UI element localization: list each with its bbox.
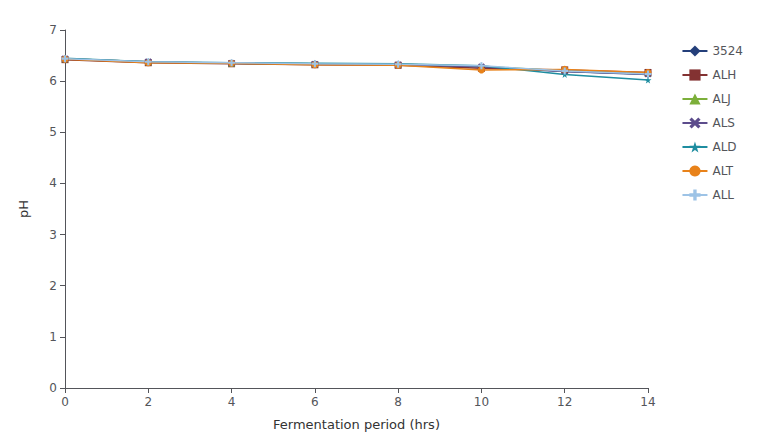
svg-text:12: 12 — [557, 395, 572, 409]
svg-text:7: 7 — [49, 23, 57, 37]
svg-text:ALL: ALL — [712, 188, 734, 202]
svg-text:8: 8 — [394, 395, 402, 409]
svg-text:3: 3 — [49, 228, 57, 242]
svg-text:3524: 3524 — [712, 44, 743, 58]
svg-text:10: 10 — [474, 395, 489, 409]
svg-text:5: 5 — [49, 125, 57, 139]
svg-text:ALS: ALS — [712, 116, 735, 130]
svg-text:ALH: ALH — [712, 68, 736, 82]
svg-text:Fermentation period (hrs): Fermentation period (hrs) — [273, 417, 440, 432]
svg-text:4: 4 — [49, 176, 57, 190]
svg-text:14: 14 — [640, 395, 655, 409]
svg-text:ALT: ALT — [712, 164, 733, 178]
svg-text:4: 4 — [228, 395, 236, 409]
svg-text:2: 2 — [144, 395, 152, 409]
svg-text:2: 2 — [49, 279, 57, 293]
svg-text:6: 6 — [49, 74, 57, 88]
svg-text:0: 0 — [61, 395, 69, 409]
svg-text:pH: pH — [16, 200, 31, 218]
svg-text:ALD: ALD — [712, 140, 736, 154]
svg-text:0: 0 — [49, 381, 57, 395]
svg-text:6: 6 — [311, 395, 319, 409]
svg-text:1: 1 — [49, 330, 57, 344]
svg-text:ALJ: ALJ — [712, 92, 730, 106]
